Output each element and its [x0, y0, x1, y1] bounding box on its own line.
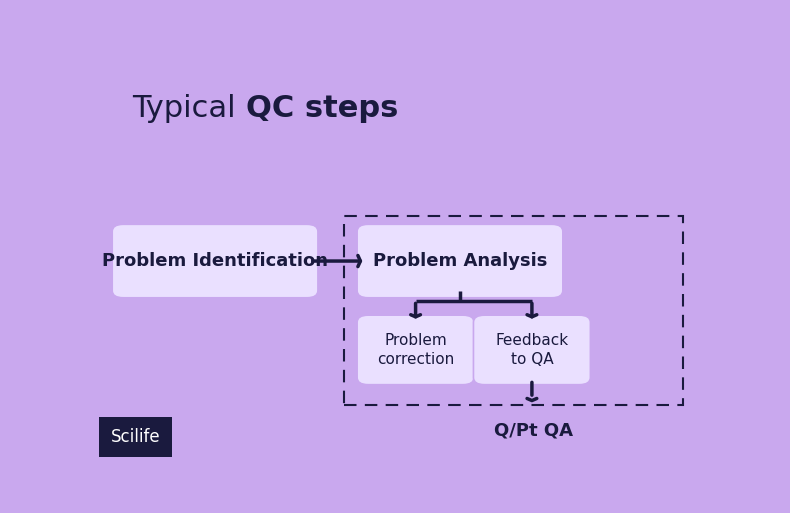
- Text: Problem Analysis: Problem Analysis: [373, 252, 547, 270]
- Text: Problem
correction: Problem correction: [377, 332, 454, 367]
- FancyBboxPatch shape: [357, 315, 474, 385]
- FancyBboxPatch shape: [112, 224, 318, 298]
- Text: Typical: Typical: [133, 94, 246, 124]
- Text: Problem Identification: Problem Identification: [102, 252, 328, 270]
- Bar: [344, 215, 683, 405]
- Text: QC steps: QC steps: [246, 94, 398, 124]
- Text: Scilife: Scilife: [111, 428, 160, 446]
- FancyBboxPatch shape: [357, 224, 562, 298]
- Text: Q/Pt QA: Q/Pt QA: [494, 422, 573, 440]
- Bar: [99, 417, 172, 457]
- Text: Feedback
to QA: Feedback to QA: [495, 332, 569, 367]
- FancyBboxPatch shape: [473, 315, 590, 385]
